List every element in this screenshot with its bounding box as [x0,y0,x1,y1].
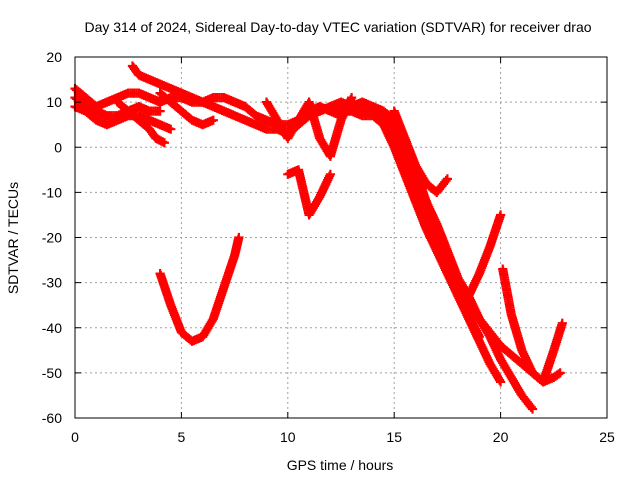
x-tick-label: 10 [280,429,296,445]
data-point-marker [208,115,218,125]
series-track-9 [400,133,538,414]
series-track-11 [498,264,567,387]
y-tick-label: -30 [42,275,62,291]
data-point-marker [159,138,169,148]
data-point-marker [527,404,538,414]
data-point-marker [155,106,165,116]
data-point-marker [557,318,567,328]
data-point-marker [474,332,484,342]
data-point-marker [496,210,506,220]
x-axis-label: GPS time / hours [287,457,394,473]
y-tick-label: -60 [42,410,62,426]
series-track-10 [421,196,506,301]
data-point-marker [496,377,506,387]
series-track-6 [155,88,218,130]
x-tick-label: 25 [599,429,615,445]
y-tick-label: 10 [46,94,62,110]
x-tick-label: 0 [71,429,79,445]
data-point-marker [555,368,565,378]
y-tick-label: 0 [54,139,62,155]
data-point-marker [347,93,357,103]
chart-title: Day 314 of 2024, Sidereal Day-to-day VTE… [84,19,591,35]
series-track-4 [112,97,169,148]
data-point-marker [166,124,176,134]
y-tick-label: -50 [42,365,62,381]
x-tick-label: 15 [386,429,402,445]
data-point-marker [234,232,244,243]
y-tick-label: -10 [42,184,62,200]
y-tick-label: 20 [46,49,62,65]
axis-ticks: 0 5 10 15 20 25 -60 -50 -40 -30 -20 -10 0 10 20 [42,49,615,445]
y-tick-label: -20 [42,230,62,246]
y-axis-label: SDTVAR / TECUs [5,182,21,294]
x-tick-label: 5 [178,429,186,445]
data-point-marker [325,169,335,179]
series-track-12 [283,165,335,220]
y-tick-label: -40 [42,320,62,336]
data-series [70,61,567,414]
series-track-14 [261,93,357,161]
series-track-13 [155,232,244,346]
x-tick-label: 20 [493,429,509,445]
data-point-marker [442,174,452,184]
